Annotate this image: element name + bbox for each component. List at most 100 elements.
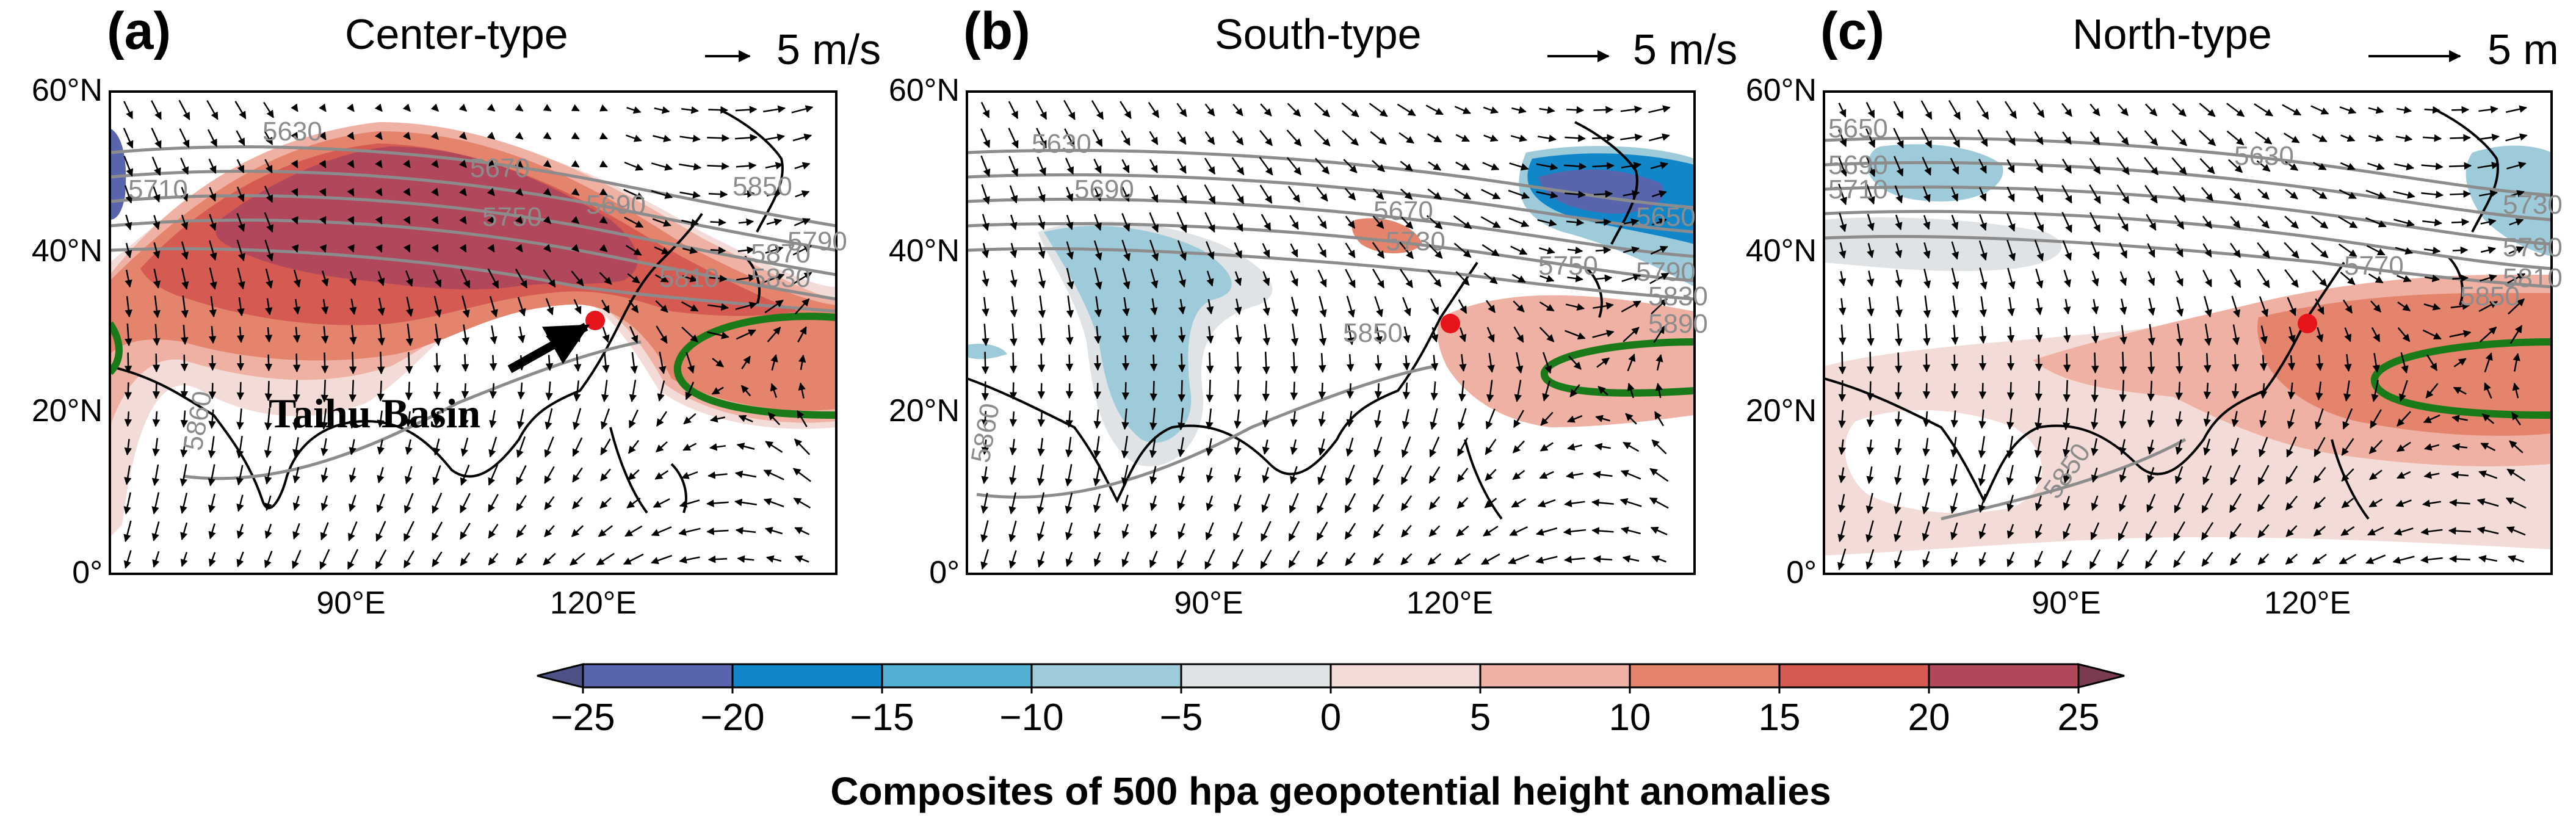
wind-vector [738, 415, 753, 422]
wind-vector [770, 354, 778, 371]
wind-vector [543, 552, 556, 566]
wind-vector [1262, 324, 1270, 346]
wind-vector [1539, 471, 1554, 479]
wind-vector [403, 215, 411, 225]
wind-vector [1178, 408, 1185, 431]
wind-vector [794, 527, 810, 535]
wind-vector [1865, 101, 1875, 118]
wind-vector [982, 270, 990, 287]
wind-vector [292, 523, 300, 540]
wind-vector [1951, 295, 1959, 318]
wind-vector [1592, 162, 1615, 170]
panel-b-anomaly-neg10b [967, 344, 1007, 360]
wind-vector [1316, 187, 1328, 202]
wind-vector [763, 498, 784, 508]
panel-a-y-axis: 60°N 40°N 20°N 0° [32, 73, 103, 590]
wind-vector [489, 383, 497, 399]
wind-vector [1066, 187, 1074, 202]
wind-vector [208, 493, 216, 513]
wind-vector [1895, 242, 1903, 258]
wind-vector [153, 269, 161, 289]
colorbar-tick-label: 20 [1908, 697, 1950, 739]
wind-vector [572, 467, 583, 483]
wind-vector [2035, 269, 2044, 289]
wind-vector [2311, 215, 2329, 229]
wind-vector [1149, 408, 1157, 431]
wind-vector [1149, 524, 1157, 539]
wind-vector [599, 497, 612, 509]
wind-vector [349, 271, 357, 286]
wind-vector [1400, 161, 1413, 172]
wind-vector [2147, 271, 2155, 286]
wind-vector [602, 327, 610, 343]
wind-vector [2421, 190, 2444, 198]
wind-vector [489, 295, 498, 317]
wind-vector [377, 439, 385, 455]
wind-vector [2035, 381, 2043, 402]
wind-vector [347, 215, 355, 225]
wind-vector [151, 521, 160, 541]
wind-vector [1486, 380, 1494, 402]
wind-vector [2007, 297, 2015, 317]
colorbar-tick-label: −20 [700, 697, 764, 739]
wind-vector [1565, 303, 1585, 311]
wind-vector [1483, 134, 1499, 142]
wind-vector [1038, 215, 1046, 230]
wind-vector [208, 383, 217, 399]
wind-vector [349, 439, 356, 455]
wind-vector [1486, 327, 1495, 343]
wind-vector [1234, 242, 1242, 259]
wind-vector [320, 379, 328, 403]
wind-vector [981, 184, 990, 205]
wind-vector [1091, 100, 1104, 120]
wind-vector [516, 494, 527, 512]
wind-vector [1867, 242, 1875, 258]
wind-vector [1429, 436, 1440, 458]
wind-vector [681, 301, 699, 312]
wind-vector [2144, 184, 2158, 204]
wind-vector [1621, 162, 1642, 170]
wind-vector [2175, 382, 2183, 400]
wind-vector [1259, 184, 1273, 204]
wind-vector [2061, 103, 2072, 117]
wind-vector [1895, 269, 1903, 288]
wind-vector [432, 465, 441, 485]
wind-vector [625, 245, 642, 256]
wind-vector [458, 103, 468, 112]
wind-vector [1839, 270, 1847, 287]
wind-vector [545, 298, 554, 316]
wind-vector [1262, 380, 1270, 402]
wind-vector [1037, 383, 1046, 399]
wind-vector [1948, 100, 1961, 120]
wind-vector [2007, 267, 2016, 290]
wind-vector [1426, 215, 1443, 230]
wind-vector [1400, 553, 1413, 565]
wind-vector [1839, 298, 1847, 316]
wind-vector [1866, 352, 1875, 374]
panel-b-contour-label: 5830 [1648, 281, 1708, 311]
wind-vector [377, 380, 385, 402]
wind-vector [981, 466, 989, 484]
wind-vector [459, 244, 467, 253]
wind-vector [709, 274, 728, 283]
panel-c-contour-label: 5730 [2503, 190, 2563, 220]
colorbar-swatch [1779, 664, 1930, 687]
wind-vector [1372, 242, 1385, 259]
wind-vector [208, 409, 216, 429]
wind-vector [1402, 382, 1411, 400]
wind-vector [433, 295, 442, 318]
wind-vector [629, 380, 637, 402]
wind-vector [1288, 550, 1300, 568]
wind-vector [2315, 298, 2325, 315]
wind-vector [153, 295, 161, 319]
wind-vector [794, 438, 811, 455]
wind-vector [1345, 552, 1356, 567]
wind-vector [1593, 190, 1613, 198]
wind-vector [404, 466, 413, 485]
panel-b-contour-label: 5890 [1648, 309, 1708, 339]
wind-vector [1178, 466, 1185, 484]
wind-vector [2091, 352, 2099, 374]
wind-vector [236, 465, 244, 486]
wind-vector [515, 159, 524, 168]
wind-vector [679, 499, 700, 508]
